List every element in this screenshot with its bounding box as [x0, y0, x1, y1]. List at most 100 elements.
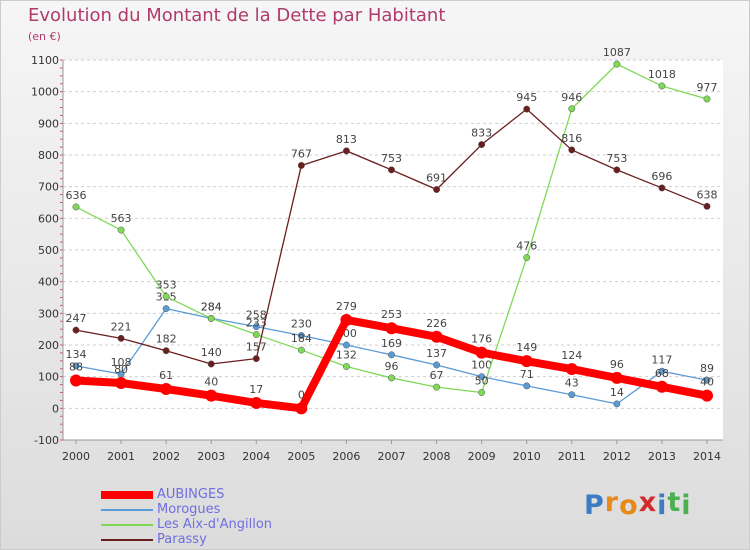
data-label-les-aix-d-angillon: 284: [201, 300, 222, 313]
data-label-les-aix-d-angillon: 67: [430, 369, 444, 382]
data-label-morogues: 230: [291, 318, 312, 331]
legend-label: Parassy: [157, 532, 207, 547]
data-point-morogues: [433, 361, 441, 369]
legend-item-aubinges: AUBINGES: [101, 487, 272, 502]
y-tick-label: 100: [38, 371, 59, 384]
data-label-les-aix-d-angillon: 96: [385, 360, 399, 373]
data-label-aubinges: 124: [561, 349, 582, 362]
legend-label: AUBINGES: [157, 487, 225, 502]
data-label-les-aix-d-angillon: 184: [291, 332, 312, 345]
x-tick-label: 2000: [62, 450, 90, 463]
data-point-les-aix-d-angillon: [703, 95, 711, 103]
data-label-morogues: 169: [381, 337, 402, 350]
legend-item-parassy: Parassy: [101, 532, 272, 547]
data-point-parassy: [658, 184, 666, 192]
data-label-parassy: 157: [246, 341, 267, 354]
data-point-parassy: [433, 186, 441, 193]
data-point-parassy: [568, 146, 576, 154]
data-point-morogues: [297, 332, 305, 339]
data-label-morogues: 43: [565, 377, 579, 390]
data-label-parassy: 182: [156, 333, 177, 346]
data-point-les-aix-d-angillon: [613, 60, 621, 68]
data-point-morogues: [568, 391, 576, 399]
data-label-aubinges: 226: [426, 317, 447, 330]
data-point-aubinges: [115, 377, 128, 389]
data-point-les-aix-d-angillon: [297, 346, 305, 354]
data-point-parassy: [613, 166, 621, 174]
data-label-aubinges: 17: [249, 383, 263, 396]
x-tick-label: 2005: [287, 450, 315, 463]
data-point-parassy: [297, 162, 305, 169]
data-label-parassy: 696: [651, 170, 672, 183]
data-point-morogues: [342, 341, 350, 349]
data-point-aubinges: [475, 346, 488, 359]
data-point-parassy: [478, 141, 486, 149]
data-point-les-aix-d-angillon: [117, 226, 125, 234]
data-label-morogues: 100: [471, 359, 492, 372]
y-tick-label: -100: [34, 434, 59, 447]
data-label-aubinges: 40: [700, 376, 714, 389]
data-label-les-aix-d-angillon: 977: [697, 81, 718, 94]
logo-letter: i: [657, 490, 668, 521]
data-label-morogues: 108: [111, 356, 132, 369]
data-label-morogues: 71: [520, 368, 534, 381]
data-point-les-aix-d-angillon: [252, 331, 260, 338]
data-point-parassy: [703, 202, 711, 210]
data-label-morogues: 14: [610, 386, 624, 399]
data-label-parassy: 638: [697, 188, 718, 201]
data-point-les-aix-d-angillon: [207, 314, 215, 322]
data-label-aubinges: 80: [114, 363, 128, 376]
logo-letter: t: [667, 487, 682, 518]
legend-swatch: [101, 490, 153, 499]
data-point-aubinges: [430, 330, 443, 343]
data-point-les-aix-d-angillon: [72, 203, 80, 211]
data-point-les-aix-d-angillon: [658, 82, 666, 90]
data-label-les-aix-d-angillon: 50: [475, 375, 489, 388]
data-label-parassy: 247: [66, 312, 87, 325]
data-label-les-aix-d-angillon: 233: [246, 317, 267, 330]
logo-letter: P: [584, 490, 605, 521]
legend-swatch: [101, 538, 153, 541]
data-label-les-aix-d-angillon: 1087: [603, 46, 631, 59]
data-label-morogues: 258: [246, 309, 267, 322]
y-tick-label: 1000: [31, 86, 59, 99]
legend-label: Les Aix-d'Angillon: [157, 517, 273, 532]
legend-item-les-aix-d-angillon: Les Aix-d'Angillon: [101, 517, 272, 532]
data-point-parassy: [388, 166, 395, 174]
data-point-morogues: [613, 400, 621, 408]
y-tick-label: 0: [52, 402, 59, 415]
data-point-morogues: [478, 373, 486, 381]
data-label-aubinges: 176: [471, 333, 492, 346]
logo-letter: i: [681, 490, 692, 521]
data-label-morogues: 134: [66, 348, 87, 361]
data-label-les-aix-d-angillon: 563: [111, 212, 132, 225]
x-tick-label: 2006: [332, 450, 360, 463]
legend-label: Morogues: [157, 502, 221, 517]
data-point-morogues: [388, 351, 395, 359]
data-label-parassy: 816: [561, 132, 582, 145]
data-point-morogues: [72, 362, 80, 370]
data-point-parassy: [72, 326, 80, 334]
data-point-aubinges: [70, 374, 82, 387]
unit-label: (en €): [28, 30, 61, 43]
data-point-aubinges: [565, 363, 578, 376]
y-tick-label: 700: [38, 181, 59, 194]
data-label-morogues: 284: [201, 300, 222, 313]
chart-title: Evolution du Montant de la Dette par Hab…: [28, 5, 446, 26]
x-tick-label: 2014: [693, 450, 721, 463]
data-point-aubinges: [205, 389, 218, 402]
x-tick-label: 2013: [648, 450, 676, 463]
data-point-aubinges: [295, 402, 308, 415]
data-label-les-aix-d-angillon: 636: [66, 189, 87, 202]
data-point-morogues: [523, 382, 531, 390]
data-point-les-aix-d-angillon: [388, 374, 395, 382]
data-point-morogues: [703, 376, 711, 384]
data-point-les-aix-d-angillon: [433, 383, 441, 391]
y-tick-label: 300: [38, 307, 59, 320]
y-tick-label: 400: [38, 276, 59, 289]
data-point-aubinges: [701, 389, 713, 402]
data-point-aubinges: [610, 371, 623, 384]
data-point-aubinges: [340, 313, 353, 326]
x-tick-label: 2003: [197, 450, 225, 463]
